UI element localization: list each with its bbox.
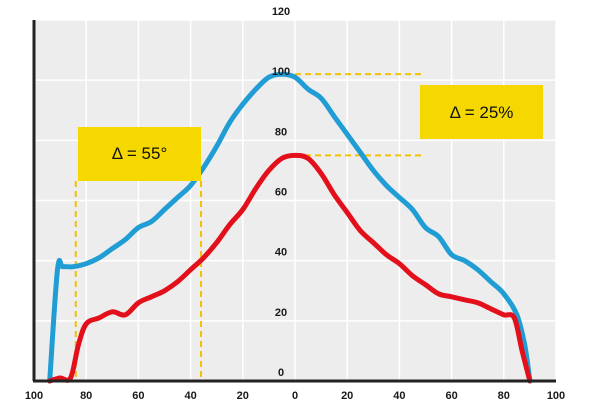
series-lines: [47, 71, 533, 384]
x-tick-label: 40: [393, 390, 405, 402]
x-tick-label: 60: [445, 390, 457, 402]
y-tick-label: 60: [275, 187, 287, 199]
y-tick-label: 0: [278, 367, 284, 379]
x-tick-label: 20: [237, 390, 249, 402]
x-tick-label: 80: [498, 390, 510, 402]
callout-box-percent: [420, 85, 543, 139]
y-tick-label: 100: [272, 66, 290, 78]
x-tick-label: 20: [341, 390, 353, 402]
x-tick-label: 60: [132, 390, 144, 402]
axes: [32, 20, 556, 383]
series-line-1: [47, 71, 533, 384]
y-tick-label: 120: [272, 6, 290, 18]
x-tick-label: 0: [292, 390, 298, 402]
x-tick-label: 80: [80, 390, 92, 402]
y-tick-label: 20: [275, 307, 287, 319]
x-tick-label: 100: [547, 390, 565, 402]
series-line-2: [47, 152, 533, 384]
y-tick-label: 40: [275, 247, 287, 259]
callouts: Δ = 55° Δ = 25%: [78, 85, 543, 181]
x-tick-label: 100: [25, 390, 43, 402]
x-tick-label: 40: [184, 390, 196, 402]
callout-text-percent: Δ = 25%: [450, 103, 514, 122]
tick-labels: 100 80 60 40 20 0 20 40 60 80 100 0 20 40 60 80 100 120: [25, 6, 565, 402]
y-tick-label: 80: [275, 126, 287, 138]
callout-text-angle: Δ = 55°: [112, 144, 168, 163]
callout-box-angle: [78, 127, 201, 181]
